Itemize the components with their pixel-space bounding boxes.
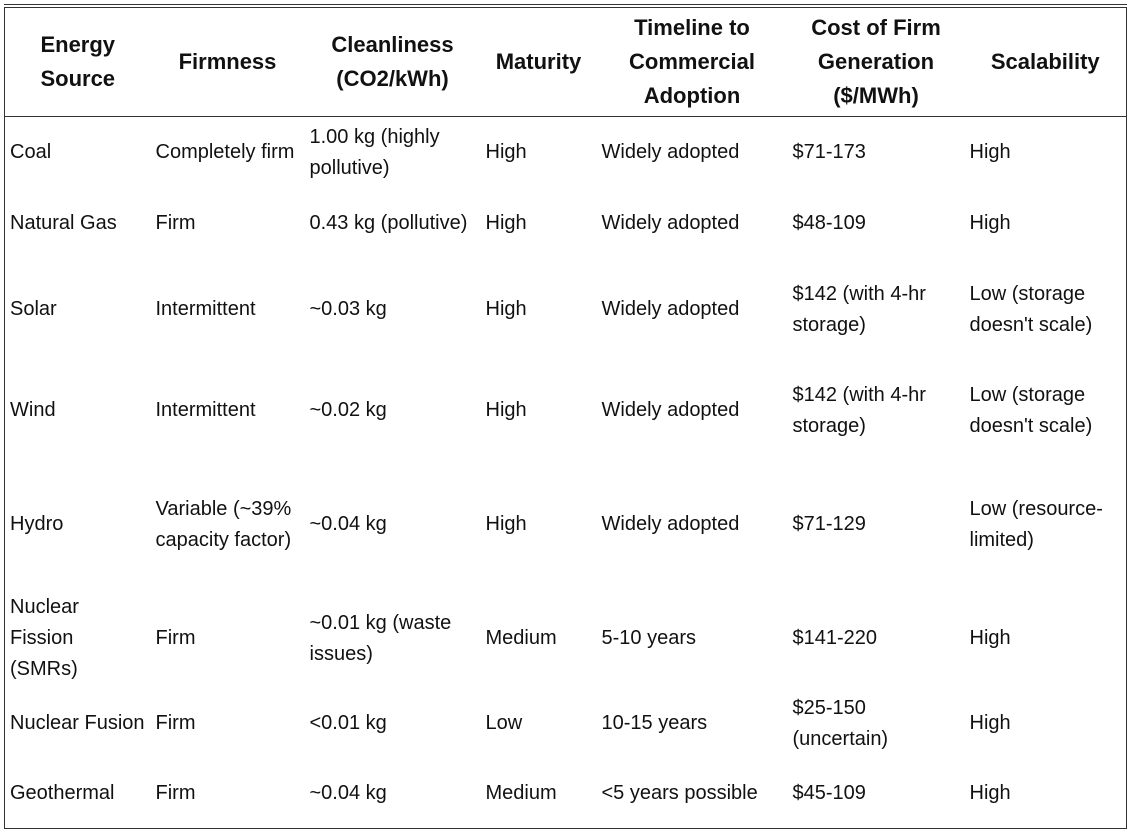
- table-cell: $71-173: [792, 141, 866, 164]
- table-cell: Variable (~39% capacity factor): [155, 497, 292, 551]
- table-cell: High: [485, 513, 527, 535]
- table-body: Coal Completely firm 1.00 kg (highly pollu…: [5, 117, 1127, 829]
- table-header: Energy Source Firmness Cleanliness (CO2/kW…: [4, 6, 1127, 117]
- table-cell: Nuclear Fission (SMRs): [10, 596, 79, 680]
- column-header: Scalability: [964, 6, 1127, 117]
- table-cell: Firm: [155, 712, 196, 734]
- table-row: Solar Intermittent ~0.03 kg High Widely adop…: [5, 259, 1127, 361]
- table-cell: 10-15 years: [601, 712, 708, 734]
- table-cell: $71-129: [792, 513, 866, 535]
- column-header: Cleanliness (CO2/kWh): [304, 6, 481, 117]
- table-cell: $141-220: [792, 627, 878, 649]
- table-cell: ~0.01 kg (waste issues): [309, 611, 452, 665]
- table-cell: Geothermal: [10, 781, 115, 804]
- table-row: Nuclear Fission (SMRs) Firm ~0.01 kg (wast…: [5, 589, 1127, 689]
- table-cell: Wind: [10, 399, 56, 421]
- table-cell: High: [485, 399, 527, 421]
- table-cell: $25-150 (uncertain): [792, 696, 889, 750]
- table-cell: Widely adopted: [601, 513, 740, 535]
- table-row: Geothermal Firm ~0.04 kg Medium <5 years pos…: [5, 759, 1127, 829]
- table-cell: Firm: [155, 627, 196, 649]
- table-cell: Low (storage doesn't scale): [969, 383, 1093, 437]
- table-cell: ~0.04 kg: [309, 513, 387, 535]
- table-cell: Widely adopted: [601, 399, 740, 421]
- table-cell: Completely firm: [155, 141, 295, 164]
- table-cell: ~0.02 kg: [309, 399, 387, 421]
- column-header: Firmness: [150, 6, 305, 117]
- table-cell: 5-10 years: [601, 627, 697, 649]
- table-cell: High: [969, 141, 1011, 164]
- table-cell: <5 years possible: [601, 781, 758, 804]
- table-cell: ~0.04 kg: [309, 781, 387, 804]
- energy-table: Energy Source Firmness Cleanliness (CO2/kW…: [4, 4, 1127, 829]
- table-cell: 1.00 kg (highly pollutive): [309, 125, 440, 179]
- table-cell: $48-109: [792, 212, 866, 234]
- table-row: Coal Completely firm 1.00 kg (highly pollu…: [5, 117, 1127, 189]
- table-cell: Widely adopted: [601, 212, 740, 234]
- column-header: Cost of Firm Generation ($/MWh): [787, 6, 965, 117]
- table-cell: Medium: [485, 781, 557, 804]
- table-cell: Hydro: [10, 513, 64, 535]
- column-header: Timeline to Commercial Adoption: [596, 6, 788, 117]
- table-cell: Solar: [10, 298, 57, 320]
- table-row: Nuclear Fusion Firm <0.01 kg Low 10-15 years…: [5, 689, 1127, 759]
- table-cell: High: [969, 712, 1011, 734]
- table-cell: Low (resource-limited): [969, 497, 1103, 551]
- table-cell: Intermittent: [155, 298, 256, 320]
- table-cell: Intermittent: [155, 399, 256, 421]
- table-cell: High: [969, 212, 1011, 234]
- column-header: Energy Source: [4, 6, 151, 117]
- header-row: Energy Source Firmness Cleanliness (CO2/kW…: [4, 6, 1127, 117]
- table-cell: <0.01 kg: [309, 712, 387, 734]
- table-cell: High: [485, 212, 527, 234]
- table-cell: High: [969, 781, 1011, 804]
- table-cell: $45-109: [792, 781, 866, 804]
- column-header: Maturity: [480, 6, 597, 117]
- table-cell: Widely adopted: [601, 298, 740, 320]
- table-cell: Natural Gas: [10, 212, 117, 234]
- table-cell: High: [485, 141, 527, 164]
- table-cell: $142 (with 4-hr storage): [792, 383, 926, 437]
- table-row: Natural Gas Firm 0.43 kg (pollutive) High Wi…: [5, 189, 1127, 259]
- table-cell: ~0.03 kg: [309, 298, 387, 320]
- table-cell: Firm: [155, 212, 196, 234]
- table-cell: Widely adopted: [601, 141, 740, 164]
- table-cell: High: [485, 298, 527, 320]
- table-cell: Firm: [155, 781, 196, 804]
- table-cell: 0.43 kg (pollutive): [309, 212, 468, 234]
- table-cell: Medium: [485, 627, 557, 649]
- table-cell: Nuclear Fusion: [10, 712, 145, 734]
- table-cell: $142 (with 4-hr storage): [792, 282, 926, 336]
- table-row: Hydro Variable (~39% capacity factor) ~0.0…: [5, 461, 1127, 589]
- table-cell: High: [969, 627, 1011, 649]
- table-cell: Coal: [10, 141, 52, 164]
- table-cell: Low: [485, 712, 523, 734]
- table-row: Wind Intermittent ~0.02 kg High Widely adopt…: [5, 361, 1127, 461]
- table-cell: Low (storage doesn't scale): [969, 282, 1093, 336]
